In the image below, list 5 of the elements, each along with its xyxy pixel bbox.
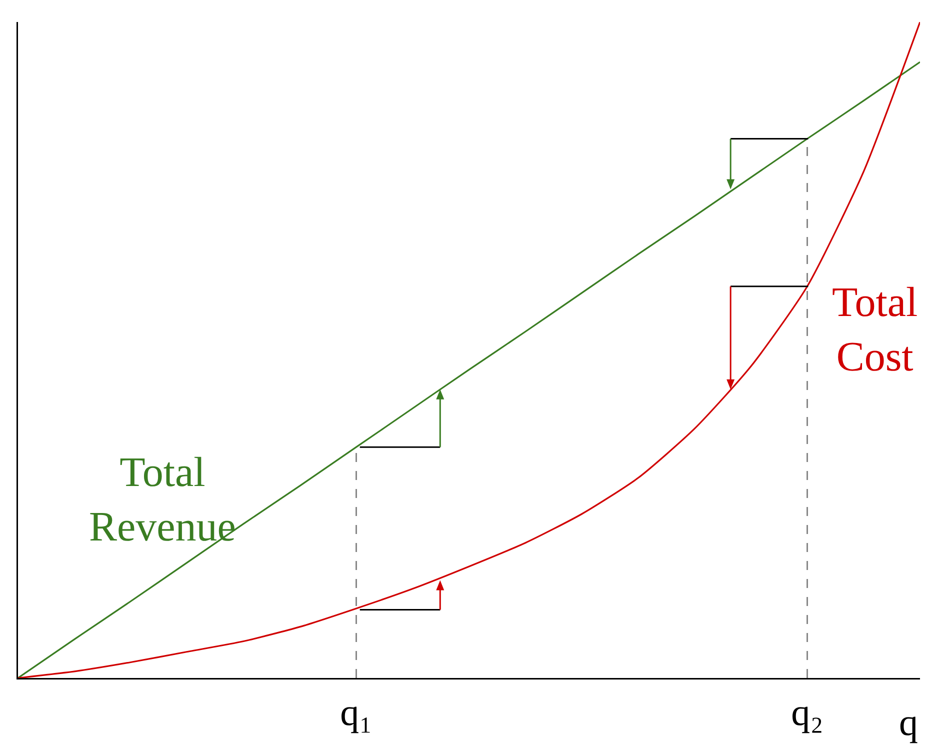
x-tick-label: q₁ (340, 692, 372, 734)
series-label: Total Cost (832, 280, 918, 381)
x-tick-label: q₂ (791, 692, 824, 734)
series-label: Total Revenue (89, 450, 236, 551)
x-axis-title: q (899, 702, 918, 744)
